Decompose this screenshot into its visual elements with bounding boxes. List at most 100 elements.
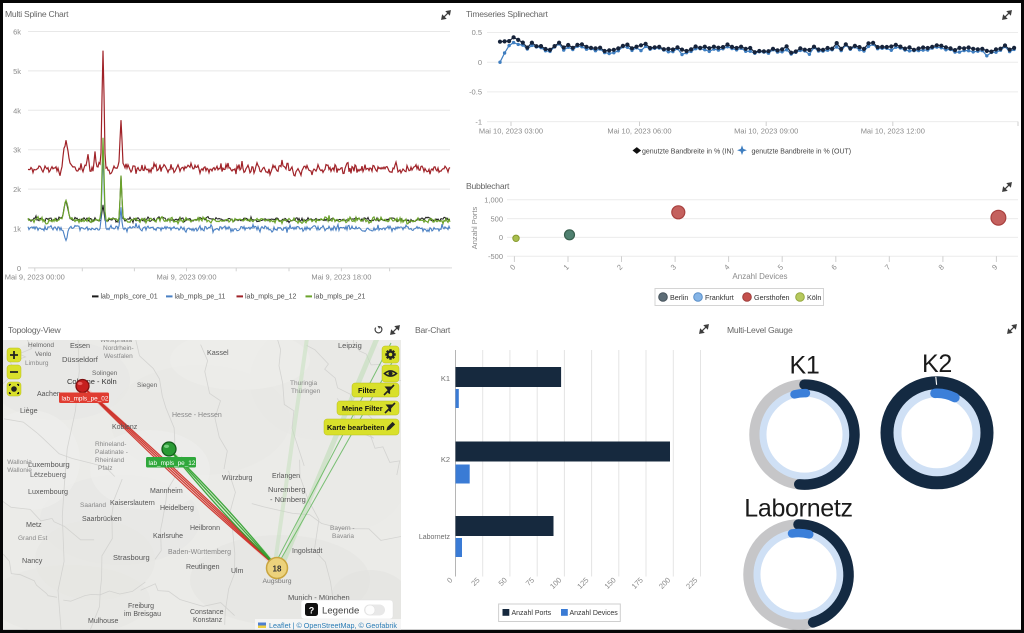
svg-text:Pfalz: Pfalz xyxy=(98,465,112,472)
svg-text:K2: K2 xyxy=(441,455,450,464)
svg-text:-1: -1 xyxy=(475,117,482,126)
svg-text:0: 0 xyxy=(508,263,517,272)
svg-text:Mulhouse: Mulhouse xyxy=(88,618,118,625)
svg-text:Anzahl Ports: Anzahl Ports xyxy=(512,610,552,617)
svg-text:Palatinate -: Palatinate - xyxy=(95,449,128,456)
svg-text:Liège: Liège xyxy=(20,406,38,415)
svg-text:Ingolstadt: Ingolstadt xyxy=(292,548,322,555)
svg-text:Grand Est: Grand Est xyxy=(18,535,47,542)
svg-text:9: 9 xyxy=(990,263,999,272)
svg-text:Saarland: Saarland xyxy=(80,502,106,509)
svg-text:0: 0 xyxy=(445,576,454,585)
svg-text:1,000: 1,000 xyxy=(484,195,503,204)
svg-text:-500: -500 xyxy=(488,252,503,261)
svg-text:0: 0 xyxy=(17,264,21,273)
svg-text:500: 500 xyxy=(490,214,503,223)
svg-text:4k: 4k xyxy=(13,106,21,115)
svg-text:Wallonia: Wallonia xyxy=(7,459,32,466)
svg-text:lab_mpls_pe_21: lab_mpls_pe_21 xyxy=(314,294,365,301)
svg-text:Rheinland: Rheinland xyxy=(95,457,125,464)
svg-text:Limburg: Limburg xyxy=(25,360,49,367)
svg-text:1k: 1k xyxy=(13,225,21,234)
svg-text:Nancy: Nancy xyxy=(22,556,43,565)
svg-text:Anzahl Ports: Anzahl Ports xyxy=(470,206,479,249)
svg-text:Kassel: Kassel xyxy=(207,348,229,357)
svg-text:Kaiserslautern: Kaiserslautern xyxy=(110,500,155,507)
svg-text:lab_mpls_pe_11: lab_mpls_pe_11 xyxy=(175,294,226,301)
svg-text:Mai 10, 2023 06:00: Mai 10, 2023 06:00 xyxy=(607,127,671,136)
svg-text:K2: K2 xyxy=(922,350,952,378)
svg-text:Nuremberg: Nuremberg xyxy=(268,485,306,494)
svg-text:6k: 6k xyxy=(13,28,21,37)
svg-text:Metz: Metz xyxy=(26,520,42,529)
svg-text:Mai 10, 2023 12:00: Mai 10, 2023 12:00 xyxy=(861,127,925,136)
svg-text:Frankfurt: Frankfurt xyxy=(705,293,734,302)
svg-text:genutzte Bandbreite in % (OUT): genutzte Bandbreite in % (OUT) xyxy=(752,148,852,155)
svg-text:7: 7 xyxy=(883,263,892,272)
svg-text:Ulm: Ulm xyxy=(231,568,244,575)
svg-text:0.5: 0.5 xyxy=(472,28,482,37)
svg-text:im Breisgau: im Breisgau xyxy=(124,611,161,618)
svg-text:Berlin: Berlin xyxy=(670,293,688,302)
svg-text:lab_mpls_pe_02: lab_mpls_pe_02 xyxy=(62,395,109,402)
svg-text:lab_mpls_pe_12: lab_mpls_pe_12 xyxy=(149,460,196,467)
svg-text:Mannheim: Mannheim xyxy=(150,488,183,495)
svg-text:lab_mpls_core_01: lab_mpls_core_01 xyxy=(101,294,158,301)
svg-text:Nordrhein-: Nordrhein- xyxy=(103,345,134,352)
svg-text:Cologne - Köln: Cologne - Köln xyxy=(67,377,117,386)
svg-text:Multi-Level Gauge: Multi-Level Gauge xyxy=(727,325,793,335)
svg-text:Helmond: Helmond xyxy=(28,342,54,349)
svg-text:Multi Spline Chart: Multi Spline Chart xyxy=(5,9,69,19)
svg-text:3: 3 xyxy=(669,263,678,272)
svg-text:Mai 9, 2023 18:00: Mai 9, 2023 18:00 xyxy=(311,273,371,282)
svg-text:Düsseldorf: Düsseldorf xyxy=(62,355,99,364)
svg-text:Westfalen: Westfalen xyxy=(104,353,133,360)
svg-text:0: 0 xyxy=(499,233,503,242)
svg-text:Topology-View: Topology-View xyxy=(8,325,62,335)
svg-text:4: 4 xyxy=(722,263,731,272)
svg-text:Konstanz: Konstanz xyxy=(193,617,223,624)
svg-text:K1: K1 xyxy=(441,374,450,383)
svg-text:3k: 3k xyxy=(13,146,21,155)
svg-text:Saarbrücken: Saarbrücken xyxy=(82,516,122,523)
svg-text:Solingen: Solingen xyxy=(92,370,118,377)
svg-text:2: 2 xyxy=(615,263,624,272)
svg-text:6: 6 xyxy=(829,263,838,272)
svg-text:Wallonie: Wallonie xyxy=(7,467,32,474)
svg-text:genutzte Bandbreite in % (IN): genutzte Bandbreite in % (IN) xyxy=(642,148,734,155)
svg-text:Karlsruhe: Karlsruhe xyxy=(153,533,183,540)
svg-text:8: 8 xyxy=(937,263,946,272)
svg-text:Thuringia: Thuringia xyxy=(290,380,317,387)
svg-text:Gersthofen: Gersthofen xyxy=(754,293,790,302)
svg-text:Mai 10, 2023 03:00: Mai 10, 2023 03:00 xyxy=(479,127,543,136)
svg-text:Karte bearbeiten: Karte bearbeiten xyxy=(327,423,385,432)
svg-text:Timeseries Splinechart: Timeseries Splinechart xyxy=(466,9,548,19)
svg-text:1: 1 xyxy=(562,263,571,272)
svg-text:Koblenz: Koblenz xyxy=(112,424,138,431)
svg-text:Hesse - Hessen: Hesse - Hessen xyxy=(172,412,222,419)
svg-text:Reutlingen: Reutlingen xyxy=(186,564,220,571)
svg-text:Legende: Legende xyxy=(322,605,359,616)
svg-text:-0.5: -0.5 xyxy=(469,88,482,97)
svg-text:?: ? xyxy=(309,605,315,615)
svg-text:Bubblechart: Bubblechart xyxy=(466,181,510,191)
svg-text:Baden-Württemberg: Baden-Württemberg xyxy=(168,549,231,556)
svg-text:Lëtzebuerg: Lëtzebuerg xyxy=(30,470,66,479)
svg-text:Bavaria: Bavaria xyxy=(332,533,354,540)
svg-text:18: 18 xyxy=(273,565,282,574)
svg-text:Leaflet | © OpenStreetMap, © G: Leaflet | © OpenStreetMap, © Geofabrik xyxy=(269,621,397,630)
svg-text:lab_mpls_pe_12: lab_mpls_pe_12 xyxy=(245,294,296,301)
svg-text:Meine Filter: Meine Filter xyxy=(342,404,383,413)
svg-text:K1: K1 xyxy=(790,352,820,380)
svg-text:Filter: Filter xyxy=(358,386,376,395)
svg-text:Westphalia: Westphalia xyxy=(100,337,132,344)
svg-text:Erlangen: Erlangen xyxy=(272,473,300,480)
svg-text:Constance: Constance xyxy=(190,609,224,616)
svg-text:Essen: Essen xyxy=(70,341,90,350)
svg-text:Labornetz: Labornetz xyxy=(744,495,853,523)
svg-text:Köln: Köln xyxy=(807,293,821,302)
svg-text:Aachen: Aachen xyxy=(37,391,61,398)
svg-text:Bar-Chart: Bar-Chart xyxy=(415,325,451,335)
svg-text:Augsburg: Augsburg xyxy=(262,578,291,585)
svg-text:Mai 10, 2023 09:00: Mai 10, 2023 09:00 xyxy=(734,127,798,136)
